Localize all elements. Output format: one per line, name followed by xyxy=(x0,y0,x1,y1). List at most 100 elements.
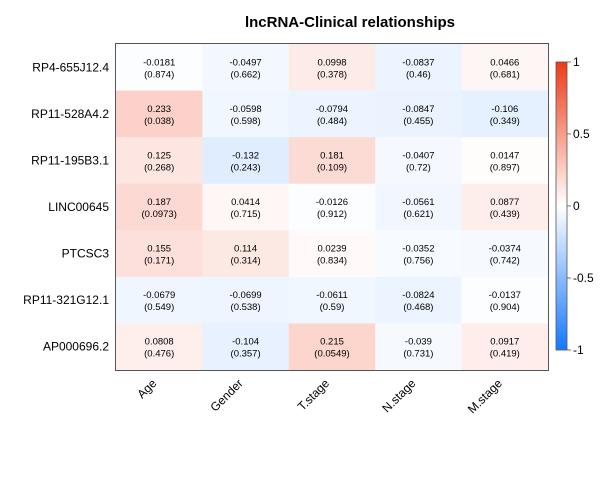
heatmap-cell: 0.155(0.171) xyxy=(116,230,203,278)
cell-value-label: -0.039 xyxy=(405,337,432,348)
cell-pvalue-label: (0.109) xyxy=(317,162,347,173)
column-label: T.stage xyxy=(295,376,332,413)
cell-pvalue-label: (0.834) xyxy=(317,256,347,267)
heatmap-cell: 0.233(0.038) xyxy=(116,90,203,138)
heatmap-cell: -0.0181(0.874) xyxy=(116,44,203,92)
cell-fill xyxy=(288,183,376,231)
cell-pvalue-label: (0.0549) xyxy=(314,349,349,360)
cell-fill xyxy=(202,44,290,92)
cell-pvalue-label: (0.59) xyxy=(320,302,345,313)
cell-value-label: 0.125 xyxy=(147,150,171,161)
cell-fill xyxy=(461,230,549,278)
heatmap-cell: -0.039(0.731) xyxy=(375,323,463,371)
heatmap-cell: -0.0794(0.484) xyxy=(288,90,376,138)
heatmap-cell: -0.0679(0.549) xyxy=(116,276,203,324)
heatmap-cell: 0.181(0.109) xyxy=(288,137,376,185)
cell-pvalue-label: (0.243) xyxy=(231,162,261,173)
cell-fill xyxy=(288,90,376,138)
heatmap-cell: -0.0407(0.72) xyxy=(375,137,463,185)
cell-pvalue-label: (0.912) xyxy=(317,209,347,220)
cell-fill xyxy=(461,276,549,324)
cell-pvalue-label: (0.742) xyxy=(490,256,520,267)
heatmap-cell: -0.0837(0.46) xyxy=(375,44,463,92)
row-label: RP11-195B3.1 xyxy=(31,153,109,167)
heatmap-cell: 0.0917(0.419) xyxy=(461,323,549,371)
cell-value-label: -0.0598 xyxy=(229,104,261,115)
cell-fill xyxy=(375,276,463,324)
cell-value-label: -0.0847 xyxy=(402,104,434,115)
column-label: N.stage xyxy=(379,376,418,415)
heatmap-cell: 0.0147(0.897) xyxy=(461,137,549,185)
cell-pvalue-label: (0.715) xyxy=(231,209,261,220)
heatmap-cell: 0.0877(0.439) xyxy=(461,183,549,231)
cell-value-label: -0.132 xyxy=(232,150,259,161)
cell-pvalue-label: (0.598) xyxy=(231,116,261,127)
row-label: RP11-528A4.2 xyxy=(31,107,109,121)
heatmap-cell: 0.0239(0.834) xyxy=(288,230,376,278)
cell-value-label: -0.106 xyxy=(491,104,518,115)
heatmap-cell: -0.0847(0.455) xyxy=(375,90,463,138)
cell-value-label: -0.0352 xyxy=(402,244,434,255)
cell-pvalue-label: (0.0973) xyxy=(142,209,177,220)
heatmap-cell: -0.0824(0.468) xyxy=(375,276,463,324)
cell-value-label: -0.0699 xyxy=(229,290,261,301)
cell-value-label: 0.0808 xyxy=(145,337,174,348)
colorbar-tick-label: -0.5 xyxy=(573,271,594,285)
cell-fill xyxy=(288,44,376,92)
cell-value-label: -0.0561 xyxy=(402,197,434,208)
cell-fill xyxy=(461,137,549,185)
cell-fill xyxy=(202,276,290,324)
heatmap-cell: 0.125(0.268) xyxy=(116,137,203,185)
cell-pvalue-label: (0.756) xyxy=(403,256,433,267)
cell-fill xyxy=(375,137,463,185)
cell-fill xyxy=(375,183,463,231)
cell-pvalue-label: (0.349) xyxy=(490,116,520,127)
cell-pvalue-label: (0.378) xyxy=(317,69,347,80)
cell-pvalue-label: (0.46) xyxy=(406,69,431,80)
heatmap-cell: 0.0414(0.715) xyxy=(202,183,290,231)
cell-fill xyxy=(202,323,290,371)
cell-fill xyxy=(116,44,203,92)
cell-fill xyxy=(116,276,203,324)
cell-fill xyxy=(202,183,290,231)
cell-value-label: -0.0611 xyxy=(316,290,348,301)
cell-pvalue-label: (0.357) xyxy=(231,349,261,360)
cell-pvalue-label: (0.662) xyxy=(231,69,261,80)
cell-value-label: -0.0497 xyxy=(229,57,261,68)
cell-value-label: 0.233 xyxy=(147,104,171,115)
heatmap-cell: -0.0699(0.538) xyxy=(202,276,290,324)
cell-pvalue-label: (0.549) xyxy=(144,302,174,313)
cell-fill xyxy=(461,90,549,138)
cell-fill xyxy=(375,90,463,138)
row-label: AP000696.2 xyxy=(43,340,109,354)
cell-value-label: -0.0137 xyxy=(489,290,521,301)
heatmap-cell: -0.0126(0.912) xyxy=(288,183,376,231)
row-label: RP11-321G12.1 xyxy=(23,293,109,307)
column-label: Gender xyxy=(208,376,246,414)
cell-fill xyxy=(202,137,290,185)
cell-value-label: 0.215 xyxy=(320,337,344,348)
cell-value-label: 0.155 xyxy=(147,244,171,255)
row-label: PTCSC3 xyxy=(62,247,110,261)
cell-fill xyxy=(288,276,376,324)
cell-fill xyxy=(461,44,549,92)
cell-fill xyxy=(116,183,203,231)
heatmap-cell: -0.104(0.357) xyxy=(202,323,290,371)
colorbar-gradient xyxy=(555,61,568,351)
row-label: LINC00645 xyxy=(48,200,109,214)
chart-title: lncRNA-Clinical relationships xyxy=(245,14,455,31)
cell-value-label: 0.114 xyxy=(234,244,257,255)
cell-pvalue-label: (0.468) xyxy=(403,302,433,313)
row-label: RP4-655J12.4 xyxy=(32,60,109,74)
cell-pvalue-label: (0.171) xyxy=(144,256,174,267)
cell-value-label: -0.0679 xyxy=(143,290,175,301)
cell-value-label: 0.0917 xyxy=(490,337,519,348)
cell-fill xyxy=(116,323,203,371)
cell-value-label: 0.0414 xyxy=(231,197,260,208)
cell-value-label: -0.0126 xyxy=(316,197,348,208)
cell-fill xyxy=(375,44,463,92)
cell-pvalue-label: (0.72) xyxy=(406,162,431,173)
cell-value-label: 0.187 xyxy=(147,197,171,208)
heatmap-cell: -0.0137(0.904) xyxy=(461,276,549,324)
